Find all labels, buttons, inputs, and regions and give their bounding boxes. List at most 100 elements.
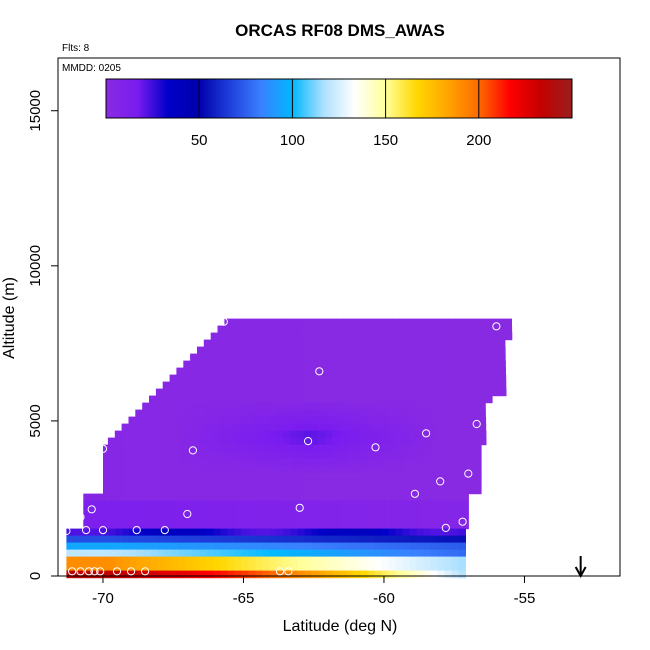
heatmap-cell xyxy=(199,528,207,537)
heatmap-cell xyxy=(170,402,178,411)
heatmap-cell xyxy=(122,549,130,558)
heatmap-cell xyxy=(173,451,181,460)
heatmap-cell xyxy=(441,332,450,341)
heatmap-cell xyxy=(190,388,199,397)
heatmap-cell xyxy=(393,360,401,369)
heatmap-cell xyxy=(163,437,172,446)
heatmap-cell xyxy=(373,402,381,411)
heatmap-cell xyxy=(426,493,434,502)
heatmap-cell xyxy=(390,479,398,488)
heatmap-cell xyxy=(448,325,457,334)
heatmap-cell xyxy=(288,353,296,362)
heatmap-cell xyxy=(341,465,349,474)
heatmap-cell xyxy=(257,465,265,474)
heatmap-cell xyxy=(454,500,462,509)
heatmap-cell xyxy=(190,360,198,369)
heatmap-cell xyxy=(199,549,207,558)
heatmap-cell xyxy=(345,430,354,439)
heatmap-cell xyxy=(406,318,414,327)
heatmap-cell xyxy=(115,556,123,565)
heatmap-cell xyxy=(380,416,389,425)
heatmap-cell xyxy=(427,318,435,327)
heatmap-cell xyxy=(104,493,112,502)
heatmap-cell xyxy=(381,563,389,572)
heatmap-cell xyxy=(309,388,318,397)
heatmap-cell xyxy=(373,395,381,404)
heatmap-cell xyxy=(316,367,324,376)
heatmap-cell xyxy=(260,388,269,397)
heatmap-cell xyxy=(402,542,410,551)
heatmap-cell xyxy=(407,346,415,355)
heatmap-cell xyxy=(429,430,438,439)
heatmap-cell xyxy=(272,493,280,502)
heatmap-cell xyxy=(376,458,384,467)
heatmap-cell xyxy=(329,318,337,327)
heatmap-cell xyxy=(387,395,395,404)
heatmap-cell xyxy=(131,451,139,460)
heatmap-cell xyxy=(436,430,445,439)
heatmap-cell xyxy=(111,493,119,502)
heatmap-cell xyxy=(204,381,213,390)
heatmap-cell xyxy=(136,556,144,565)
heatmap-cell xyxy=(117,465,125,474)
heatmap-cell xyxy=(463,374,472,383)
heatmap-cell xyxy=(441,318,449,327)
heatmap-cell xyxy=(227,556,235,565)
heatmap-cell xyxy=(247,437,256,446)
heatmap-cell xyxy=(197,374,206,383)
heatmap-cell xyxy=(360,528,368,537)
heatmap-cell xyxy=(408,437,417,446)
heatmap-cell xyxy=(304,563,312,572)
heatmap-cell xyxy=(220,535,228,544)
heatmap-cell xyxy=(397,479,405,488)
x-tick-label: -65 xyxy=(233,590,255,607)
sample-point xyxy=(492,322,501,331)
heatmap-cell xyxy=(309,381,318,390)
heatmap-cell xyxy=(383,465,391,474)
heatmap-cell xyxy=(455,332,464,341)
heatmap-cell xyxy=(399,339,408,348)
heatmap-cell xyxy=(383,444,391,453)
heatmap-cell xyxy=(300,500,308,509)
heatmap-cell xyxy=(243,458,251,467)
heatmap-cell xyxy=(178,542,186,551)
heatmap-cell xyxy=(234,535,242,544)
heatmap-cell xyxy=(104,521,112,530)
heatmap-cell xyxy=(287,332,296,341)
heatmap-cell xyxy=(101,542,109,551)
heatmap-cell xyxy=(94,556,102,565)
heatmap-cell xyxy=(418,472,426,481)
heatmap-cell xyxy=(426,521,434,530)
heatmap-cell xyxy=(241,556,249,565)
heatmap-cell xyxy=(289,402,297,411)
heatmap-cell xyxy=(166,465,174,474)
heatmap-cell xyxy=(339,570,347,579)
heatmap-cell xyxy=(103,486,111,495)
heatmap-cell xyxy=(163,395,171,404)
heatmap-cell xyxy=(393,381,402,390)
heatmap-cell xyxy=(411,458,419,467)
heatmap-cell xyxy=(245,325,254,334)
heatmap-cell xyxy=(402,563,410,572)
heatmap-cell xyxy=(232,388,241,397)
heatmap-cell xyxy=(327,465,335,474)
heatmap-cell xyxy=(437,570,445,579)
heatmap-cell xyxy=(315,325,324,334)
heatmap-cell xyxy=(253,353,261,362)
heatmap-cell xyxy=(324,409,332,418)
heatmap-cell xyxy=(329,325,338,334)
heatmap-cell xyxy=(115,535,123,544)
heatmap-cell xyxy=(232,374,241,383)
heatmap-cell xyxy=(138,444,146,453)
heatmap-cell xyxy=(206,563,214,572)
heatmap-cell xyxy=(142,437,151,446)
heatmap-cell xyxy=(80,556,88,565)
heatmap-cell xyxy=(237,521,245,530)
heatmap-cell xyxy=(185,570,193,579)
heatmap-cell xyxy=(437,528,445,537)
sample-point xyxy=(160,526,169,535)
heatmap-cell xyxy=(366,430,375,439)
heatmap-cell xyxy=(464,395,472,404)
heatmap-cell xyxy=(276,542,284,551)
heatmap-cell xyxy=(360,542,368,551)
